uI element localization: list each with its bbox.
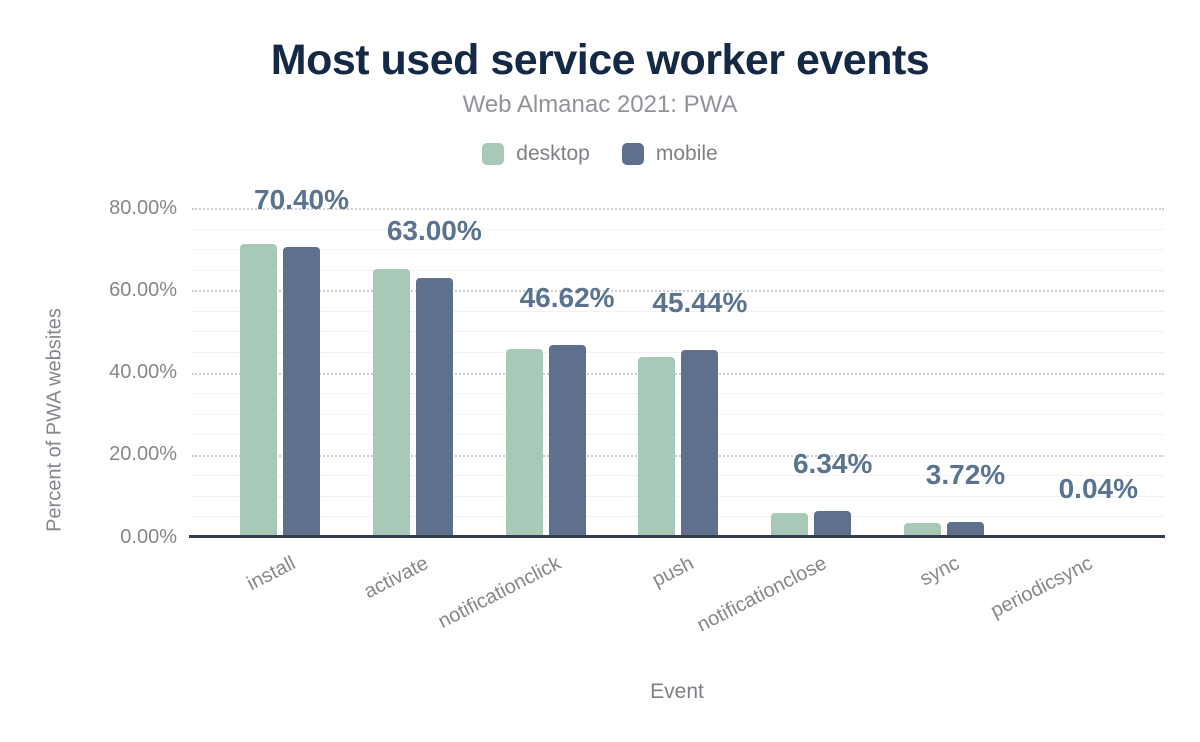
gridline-major <box>192 454 1164 457</box>
y-tick-label: 40.00% <box>109 361 177 383</box>
x-tick-label-notificationclick: notificationclick <box>434 552 565 633</box>
gridline-major <box>192 290 1164 293</box>
legend-item-mobile: mobile <box>621 142 718 166</box>
gridline-minor <box>192 475 1164 477</box>
legend-label-mobile: mobile <box>655 142 718 165</box>
bar-sync-mobile <box>947 521 984 537</box>
y-tick-label: 60.00% <box>109 278 177 301</box>
chart-title: Most used service worker events <box>270 36 930 84</box>
y-axis-title: Percent of PWA websites <box>43 308 66 532</box>
x-tick-label-push: push <box>648 552 698 592</box>
x-axis-line <box>189 535 1165 538</box>
gridline-minor <box>192 269 1164 271</box>
x-tick-label-activate: activate <box>360 552 432 604</box>
bar-notificationclose-mobile <box>814 510 852 537</box>
legend-item-desktop: desktop <box>482 142 590 166</box>
gridline-major <box>192 208 1164 210</box>
x-tick-label-sync: sync <box>916 552 963 591</box>
bar-notificationclick-desktop <box>505 348 543 537</box>
bar-push-mobile <box>681 350 719 537</box>
legend: desktop mobile <box>0 142 1200 166</box>
gridline-minor <box>192 331 1164 333</box>
gridline-major <box>192 372 1164 375</box>
bar-push-desktop <box>638 356 676 537</box>
plot-area: 70.40% 63.00% 46.62% 45.44% 6.34% 3.72% 0.04% <box>190 184 1164 537</box>
x-tick-label-install: install <box>243 552 299 596</box>
value-label-install: 70.40% <box>254 184 349 216</box>
legend-swatch-mobile <box>621 143 644 165</box>
value-label-notificationclick: 46.62% <box>519 282 615 314</box>
gridline-minor <box>192 351 1164 353</box>
bar-activate-mobile <box>415 277 453 537</box>
gridline-minor <box>192 228 1164 230</box>
legend-label-desktop: desktop <box>516 142 590 165</box>
gridline-minor <box>192 249 1164 251</box>
legend-swatch-desktop <box>482 143 505 165</box>
value-label-notificationclose: 6.34% <box>792 447 873 479</box>
value-label-sync: 3.72% <box>925 458 1006 490</box>
bar-notificationclick-mobile <box>548 345 586 537</box>
gridline-minor <box>192 495 1164 497</box>
gridline-minor <box>192 310 1164 312</box>
gridline-minor <box>192 516 1164 518</box>
y-tick-label: 0.00% <box>120 525 177 548</box>
bar-sync-desktop <box>904 523 941 537</box>
gridline-minor <box>192 413 1164 415</box>
value-label-periodicsync: 0.04% <box>1058 472 1138 504</box>
value-label-push: 45.44% <box>652 287 748 319</box>
bar-install-desktop <box>240 244 277 537</box>
bar-notificationclose-desktop <box>771 513 809 537</box>
chart-subtitle: Web Almanac 2021: PWA <box>462 91 738 118</box>
bar-install-mobile <box>283 247 320 537</box>
y-tick-label: 80.00% <box>109 196 177 219</box>
gridline-minor <box>192 393 1164 395</box>
x-tick-label-notificationclose: notificationclose <box>693 552 831 637</box>
x-tick-label-periodicsync: periodicsync <box>986 552 1096 623</box>
y-tick-label: 20.00% <box>109 443 177 466</box>
gridline-minor <box>192 434 1164 436</box>
value-label-activate: 63.00% <box>386 214 482 246</box>
bar-activate-desktop <box>372 269 410 537</box>
x-axis-title: Event <box>650 680 704 703</box>
